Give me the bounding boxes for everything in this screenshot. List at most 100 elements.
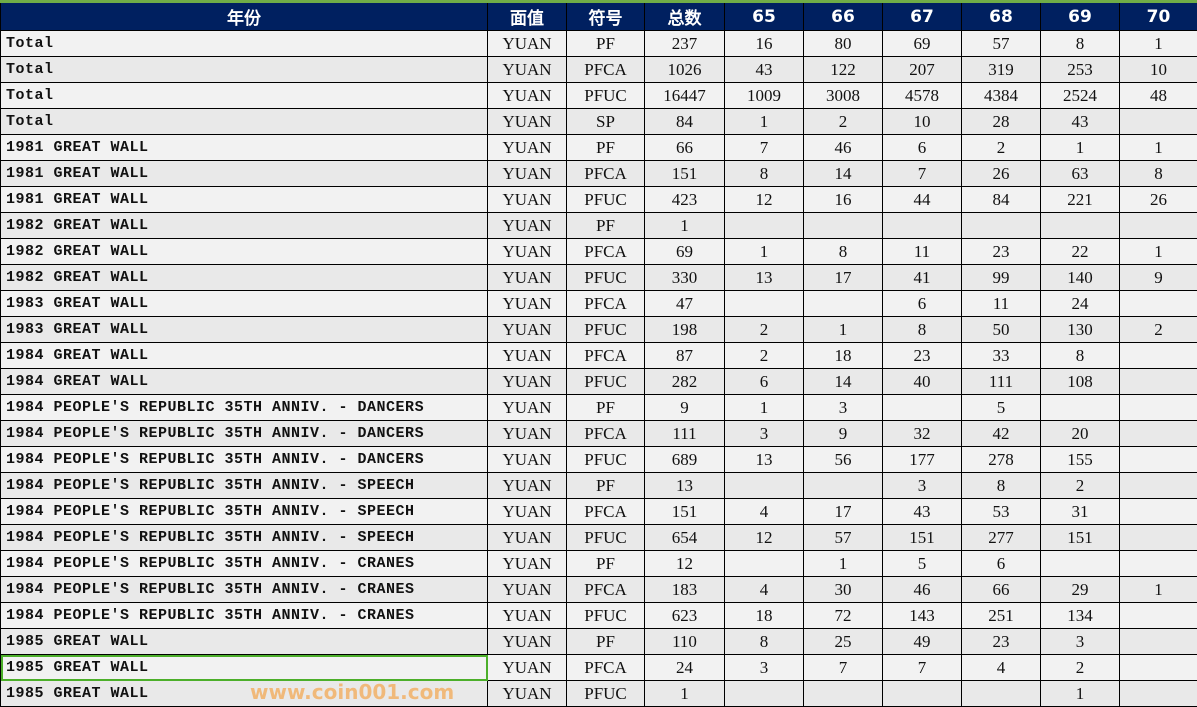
table-cell[interactable]: 84 [644,108,725,135]
table-cell[interactable]: PFUC [566,680,645,707]
table-cell[interactable]: 111 [644,420,725,447]
table-cell[interactable]: 143 [882,602,962,629]
table-cell[interactable]: 140 [1040,264,1120,291]
name-cell[interactable]: 1985 GREAT WALL [0,680,488,707]
table-cell[interactable]: YUAN [487,134,567,161]
table-cell[interactable]: 13 [644,472,725,499]
table-cell[interactable] [1119,446,1197,473]
table-cell[interactable]: 57 [803,524,883,551]
table-cell[interactable]: 12 [724,524,804,551]
table-cell[interactable]: PF [566,628,645,655]
table-cell[interactable]: 207 [882,56,962,83]
table-cell[interactable]: 1 [1119,134,1197,161]
table-cell[interactable] [1119,654,1197,681]
name-cell[interactable]: 1985 GREAT WALL [0,654,488,681]
table-cell[interactable]: 221 [1040,186,1120,213]
table-cell[interactable]: 3 [724,420,804,447]
table-cell[interactable]: YUAN [487,524,567,551]
table-cell[interactable]: 18 [803,342,883,369]
table-cell[interactable]: 2 [724,342,804,369]
column-header[interactable]: 65 [724,0,804,31]
table-cell[interactable]: 30 [803,576,883,603]
table-cell[interactable] [1040,550,1120,577]
table-cell[interactable]: 22 [1040,238,1120,265]
table-cell[interactable]: 17 [803,498,883,525]
table-cell[interactable]: PF [566,134,645,161]
table-cell[interactable]: YUAN [487,446,567,473]
column-header[interactable]: 66 [803,0,883,31]
table-cell[interactable]: 48 [1119,82,1197,109]
table-cell[interactable]: 24 [1040,290,1120,317]
table-cell[interactable]: 253 [1040,56,1120,83]
table-cell[interactable] [803,680,883,707]
column-header[interactable]: 符号 [566,0,645,31]
table-cell[interactable]: 2 [1040,472,1120,499]
table-cell[interactable]: 122 [803,56,883,83]
table-cell[interactable]: 41 [882,264,962,291]
table-cell[interactable] [961,680,1041,707]
table-cell[interactable]: YUAN [487,160,567,187]
table-cell[interactable]: YUAN [487,576,567,603]
table-cell[interactable]: 8 [803,238,883,265]
table-cell[interactable]: 33 [961,342,1041,369]
table-cell[interactable]: 9 [803,420,883,447]
table-cell[interactable]: 12 [644,550,725,577]
table-cell[interactable]: 11 [882,238,962,265]
name-cell[interactable]: 1981 GREAT WALL [0,160,488,187]
name-cell[interactable]: 1983 GREAT WALL [0,290,488,317]
table-cell[interactable]: 10 [882,108,962,135]
table-cell[interactable]: 3 [1040,628,1120,655]
table-cell[interactable]: 3008 [803,82,883,109]
table-cell[interactable]: YUAN [487,108,567,135]
column-header[interactable]: 面值 [487,0,567,31]
table-cell[interactable]: 251 [961,602,1041,629]
table-cell[interactable]: 7 [882,654,962,681]
table-cell[interactable]: PFCA [566,420,645,447]
table-cell[interactable]: 8 [882,316,962,343]
table-cell[interactable]: 56 [803,446,883,473]
table-cell[interactable]: 654 [644,524,725,551]
table-cell[interactable] [803,212,883,239]
table-cell[interactable]: 53 [961,498,1041,525]
table-cell[interactable]: 689 [644,446,725,473]
table-cell[interactable]: PFCA [566,654,645,681]
table-cell[interactable]: 26 [1119,186,1197,213]
table-cell[interactable]: 1 [803,316,883,343]
table-cell[interactable]: 2 [724,316,804,343]
table-cell[interactable]: YUAN [487,238,567,265]
column-header[interactable]: 67 [882,0,962,31]
table-cell[interactable]: 130 [1040,316,1120,343]
table-cell[interactable]: YUAN [487,602,567,629]
table-cell[interactable]: 282 [644,368,725,395]
table-cell[interactable]: 198 [644,316,725,343]
table-cell[interactable]: PFCA [566,160,645,187]
table-cell[interactable]: 66 [644,134,725,161]
table-cell[interactable] [882,212,962,239]
table-cell[interactable]: 13 [724,264,804,291]
table-cell[interactable]: 13 [724,446,804,473]
table-cell[interactable]: 1 [724,238,804,265]
table-cell[interactable]: 423 [644,186,725,213]
table-cell[interactable]: 4 [961,654,1041,681]
table-cell[interactable]: 8 [1119,160,1197,187]
table-cell[interactable]: 7 [882,160,962,187]
table-cell[interactable]: 23 [882,342,962,369]
table-cell[interactable]: 14 [803,160,883,187]
table-cell[interactable]: 1 [1040,134,1120,161]
table-cell[interactable]: PFCA [566,56,645,83]
table-cell[interactable]: 26 [961,160,1041,187]
table-cell[interactable]: 72 [803,602,883,629]
column-header[interactable]: 年份 [0,0,488,31]
table-cell[interactable]: YUAN [487,394,567,421]
table-cell[interactable]: YUAN [487,472,567,499]
table-cell[interactable]: 20 [1040,420,1120,447]
table-cell[interactable]: 31 [1040,498,1120,525]
name-cell[interactable]: 1984 PEOPLE'S REPUBLIC 35TH ANNIV. - SPE… [0,524,488,551]
table-cell[interactable]: 43 [1040,108,1120,135]
name-cell[interactable]: Total [0,56,488,83]
table-cell[interactable] [882,680,962,707]
table-cell[interactable]: YUAN [487,368,567,395]
table-cell[interactable]: 134 [1040,602,1120,629]
table-cell[interactable]: 2524 [1040,82,1120,109]
table-cell[interactable]: 7 [724,134,804,161]
